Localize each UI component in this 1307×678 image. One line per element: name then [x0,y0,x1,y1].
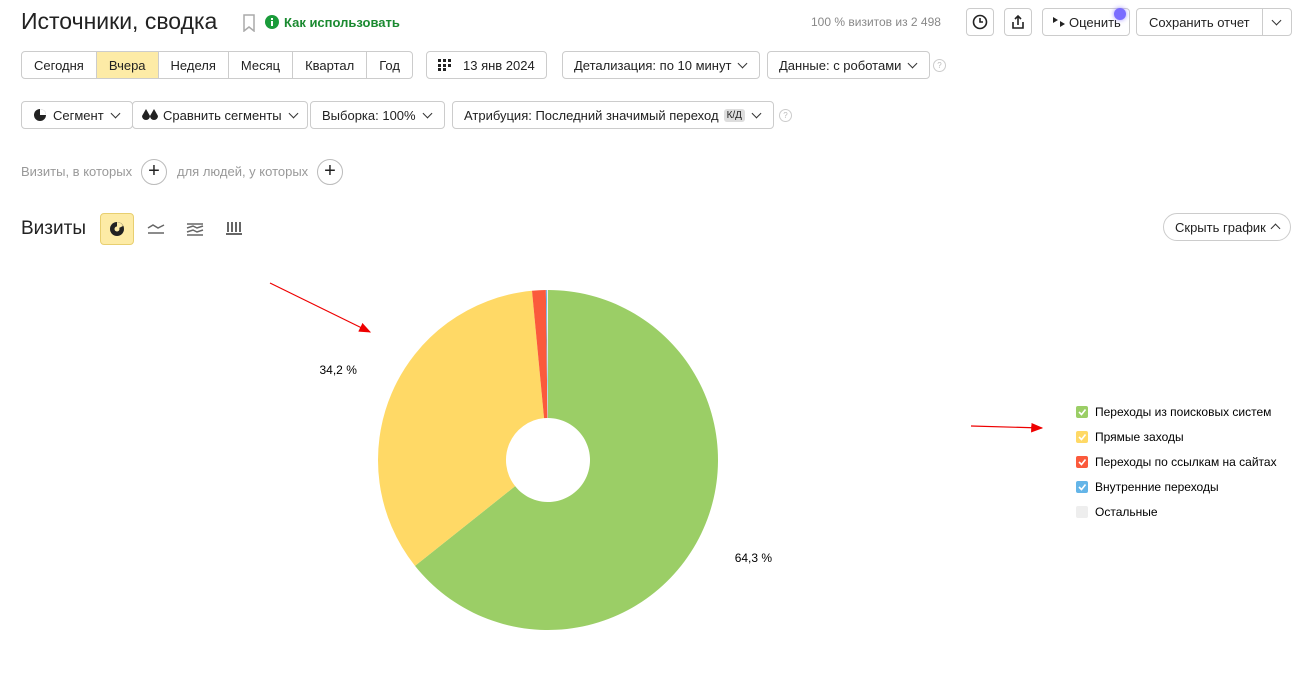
legend-label: Переходы из поисковых систем [1095,405,1271,419]
robots-button[interactable]: Данные: с роботами [767,51,931,79]
detail-label: Детализация: по 10 минут [574,57,732,73]
pie-view-button[interactable] [100,213,134,245]
area-view-button[interactable] [185,220,205,238]
annotation-arrow [269,282,372,333]
detail-button[interactable]: Детализация: по 10 минут [562,51,761,79]
period-button[interactable]: Год [366,51,413,79]
report-title: Источники, сводка [21,8,218,34]
legend-swatch [1076,456,1088,468]
legend-check [1078,409,1087,416]
compare-button[interactable]: Сравнить сегменты [132,101,308,129]
segment-button[interactable]: Сегмент [21,101,133,129]
legend-check [1078,434,1087,441]
sample-button[interactable]: Выборка: 100% [310,101,445,129]
pie-slice [546,290,548,419]
legend-check [1078,484,1087,491]
annotation-arrow [970,422,1044,433]
legend-swatch [1076,506,1088,518]
data-label: 34,2 % [320,363,358,377]
add-visit-filter[interactable]: + [141,159,167,185]
date-button[interactable]: 13 янв 2024 [426,51,547,79]
info-icon [265,15,279,29]
segment-label: Сегмент [53,107,104,123]
history-button[interactable] [966,8,994,36]
save-dropdown[interactable] [1261,9,1288,35]
data-label: 64,3 % [735,551,773,565]
chart: 64,3 % Переходы из поисковых систем 34,2 %… [269,282,1277,630]
help-icon[interactable]: ? [779,109,792,122]
period-group: Сегодня Вчера Неделя Месяц Квартал Год [21,51,413,79]
pie-slice [545,290,548,419]
legend-swatch [1076,406,1088,418]
bar-view-button[interactable] [224,219,244,237]
rate-label: Оценить [1069,14,1121,30]
share-icon [1012,14,1024,29]
pie-slice [532,290,548,419]
legend-swatch [1076,431,1088,443]
sample-label: Выборка: 100% [322,107,416,123]
pie-icon [110,222,124,236]
line-view-button[interactable] [146,220,166,238]
attribution-badge: К/Д [723,108,745,122]
period-button[interactable]: Вчера [95,51,159,79]
attribution-label: Атрибуция: Последний значимый переход [464,107,719,123]
chart-title: Визиты [21,218,86,239]
pie-slice [414,290,718,630]
period-button[interactable]: Месяц [227,51,294,79]
period-button[interactable]: Квартал [292,51,368,79]
legend-label: Остальные [1095,505,1158,519]
help-link[interactable]: Как использовать [284,15,400,30]
hide-chart-label: Скрыть график [1175,219,1266,235]
filter-visits: Визиты, в которых [21,164,133,179]
filter-people: для людей, у которых [177,164,309,179]
export-button[interactable] [1004,8,1032,36]
notification-dot [1114,8,1126,20]
segment-icon [34,109,46,121]
bookmark-icon[interactable] [242,14,256,32]
period-button[interactable]: Неделя [157,51,229,79]
attribution-button[interactable]: Атрибуция: Последний значимый переход К/Д [452,101,774,129]
save-label: Сохранить отчет [1149,14,1250,30]
date-label: 13 янв 2024 [463,57,535,73]
legend-label: Внутренние переходы [1095,480,1219,494]
compare-label: Сравнить сегменты [163,107,282,123]
pie-slice [378,290,545,566]
hide-chart-button[interactable]: Скрыть график [1163,213,1291,241]
rate-icon [1053,17,1065,27]
visits-info: 100 % визитов из 2 498 [811,15,941,29]
add-people-filter[interactable]: + [317,159,343,185]
legend-label: Переходы по ссылкам на сайтах [1095,455,1277,469]
robots-label: Данные: с роботами [779,57,902,73]
calendar-icon [438,59,451,71]
legend-check [1078,459,1087,466]
clock-icon [972,14,988,30]
legend-label: Прямые заходы [1095,430,1184,444]
save-button[interactable]: Сохранить отчет [1136,8,1292,36]
compare-icon [142,109,158,120]
period-button[interactable]: Сегодня [21,51,97,79]
legend-swatch [1076,481,1088,493]
help-icon[interactable]: ? [933,59,946,72]
